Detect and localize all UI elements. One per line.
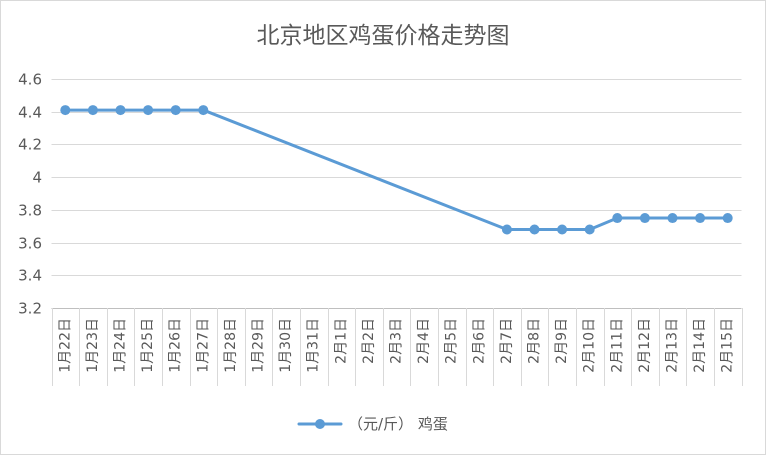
data-point xyxy=(60,105,71,116)
y-tick-label: 4.4 xyxy=(18,104,42,122)
data-point xyxy=(143,105,154,116)
data-point xyxy=(501,224,512,235)
data-point xyxy=(695,213,706,224)
y-axis: 3.2 3.4 3.6 3.8 4 4.2 4.4 4.6 xyxy=(18,71,42,318)
data-point xyxy=(667,213,678,224)
y-tick-label: 3.4 xyxy=(18,267,42,285)
x-tick-label: 2月9日 xyxy=(554,318,570,364)
data-point xyxy=(639,213,650,224)
data-point xyxy=(115,105,126,116)
x-axis: 1月22日 1月23日 1月24日 1月25日 1月26日 1月27日 1月28日 1月29日… xyxy=(52,308,743,386)
y-tick-label: 3.6 xyxy=(18,235,42,253)
x-tick-label: 1月29日 xyxy=(251,318,267,373)
x-tick-label: 2月8日 xyxy=(527,318,543,364)
x-tick-label: 2月7日 xyxy=(499,318,515,364)
x-tick-label: 2月15日 xyxy=(720,318,736,373)
data-point xyxy=(198,105,209,116)
y-tick-label: 4 xyxy=(32,169,42,187)
data-point xyxy=(529,224,540,235)
y-tick-label: 3.8 xyxy=(18,202,42,220)
x-tick-label: 1月28日 xyxy=(223,318,239,373)
data-point xyxy=(612,213,623,224)
x-tick-label: 2月13日 xyxy=(665,318,681,373)
legend-marker xyxy=(315,419,325,429)
x-tick-label: 2月1日 xyxy=(333,318,349,364)
x-tick-label: 1月23日 xyxy=(85,318,101,373)
x-tick-label: 1月26日 xyxy=(168,318,184,373)
x-tick-label: 2月6日 xyxy=(471,318,487,364)
y-tick-label: 4.6 xyxy=(18,71,42,89)
x-tick-label: 1月25日 xyxy=(140,318,156,373)
x-tick-label: 2月12日 xyxy=(637,318,653,373)
data-point xyxy=(87,105,98,116)
gridlines xyxy=(51,79,742,309)
x-tick-label: 2月3日 xyxy=(389,318,405,364)
x-tick-label: 1月22日 xyxy=(57,318,73,373)
data-point xyxy=(170,105,181,116)
x-tick-label: 2月14日 xyxy=(692,318,708,373)
data-point xyxy=(722,213,733,224)
legend-label: （元/斤） 鸡蛋 xyxy=(348,415,448,433)
x-tick-label: 1月27日 xyxy=(195,318,211,373)
series-0 xyxy=(60,105,733,235)
x-tick-label: 1月24日 xyxy=(113,318,129,373)
y-tick-label: 4.2 xyxy=(18,136,42,154)
x-tick-label: 2月11日 xyxy=(609,318,625,373)
legend: （元/斤） 鸡蛋 xyxy=(297,415,448,433)
y-tick-label: 3.2 xyxy=(18,300,42,318)
chart-title: 北京地区鸡蛋价格走势图 xyxy=(257,23,510,49)
x-tick-label: 2月4日 xyxy=(416,318,432,364)
data-point xyxy=(557,224,568,235)
x-tick-label: 1月31日 xyxy=(306,318,322,373)
data-point xyxy=(584,224,595,235)
x-tick-label: 2月10日 xyxy=(582,318,598,373)
x-tick-label: 2月2日 xyxy=(361,318,377,364)
x-tick-label: 2月5日 xyxy=(444,318,460,364)
x-tick-label: 1月30日 xyxy=(278,318,294,373)
